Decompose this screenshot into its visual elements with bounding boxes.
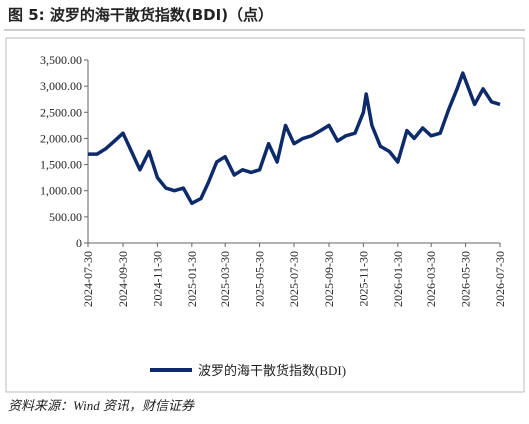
legend-label: 波罗的海干散货指数(BDI) — [198, 363, 346, 378]
x-tick-label: 2025-05-30 — [253, 251, 267, 307]
chart-title: 图 5: 波罗的海干散货指数(BDI)（点） — [8, 6, 273, 24]
x-tick-label: 2025-07-30 — [287, 251, 301, 307]
y-tick-label: 1,500.00 — [40, 158, 82, 172]
y-tick-label: 3,500.00 — [40, 53, 82, 67]
x-tick-label: 2026-07-30 — [493, 251, 507, 307]
x-tick-label: 2025-01-30 — [185, 251, 199, 307]
series-line — [88, 71, 501, 206]
y-tick-label: 2,000.00 — [40, 131, 82, 145]
chart-frame — [5, 37, 525, 393]
y-tick-label: 500.00 — [49, 210, 82, 224]
x-tick-label: 2025-03-30 — [218, 251, 232, 307]
x-tick-label: 2025-09-30 — [322, 251, 336, 307]
x-tick-label: 2024-11-30 — [150, 251, 164, 307]
x-tick-label: 2026-03-30 — [424, 251, 438, 307]
y-tick-label: 1,000.00 — [40, 184, 82, 198]
y-tick-label: 0 — [76, 236, 82, 250]
y-tick-label: 2,500.00 — [40, 105, 82, 119]
x-tick-label: 2024-09-30 — [116, 251, 130, 307]
x-tick-label: 2026-05-30 — [459, 251, 473, 307]
source: 资料来源：Wind 资讯，财信证券 — [8, 398, 195, 413]
x-tick-label: 2025-11-30 — [356, 251, 370, 307]
x-tick-label: 2024-07-30 — [81, 251, 95, 307]
x-tick-label: 2026-01-30 — [391, 251, 405, 307]
y-tick-label: 3,000.00 — [40, 79, 82, 93]
